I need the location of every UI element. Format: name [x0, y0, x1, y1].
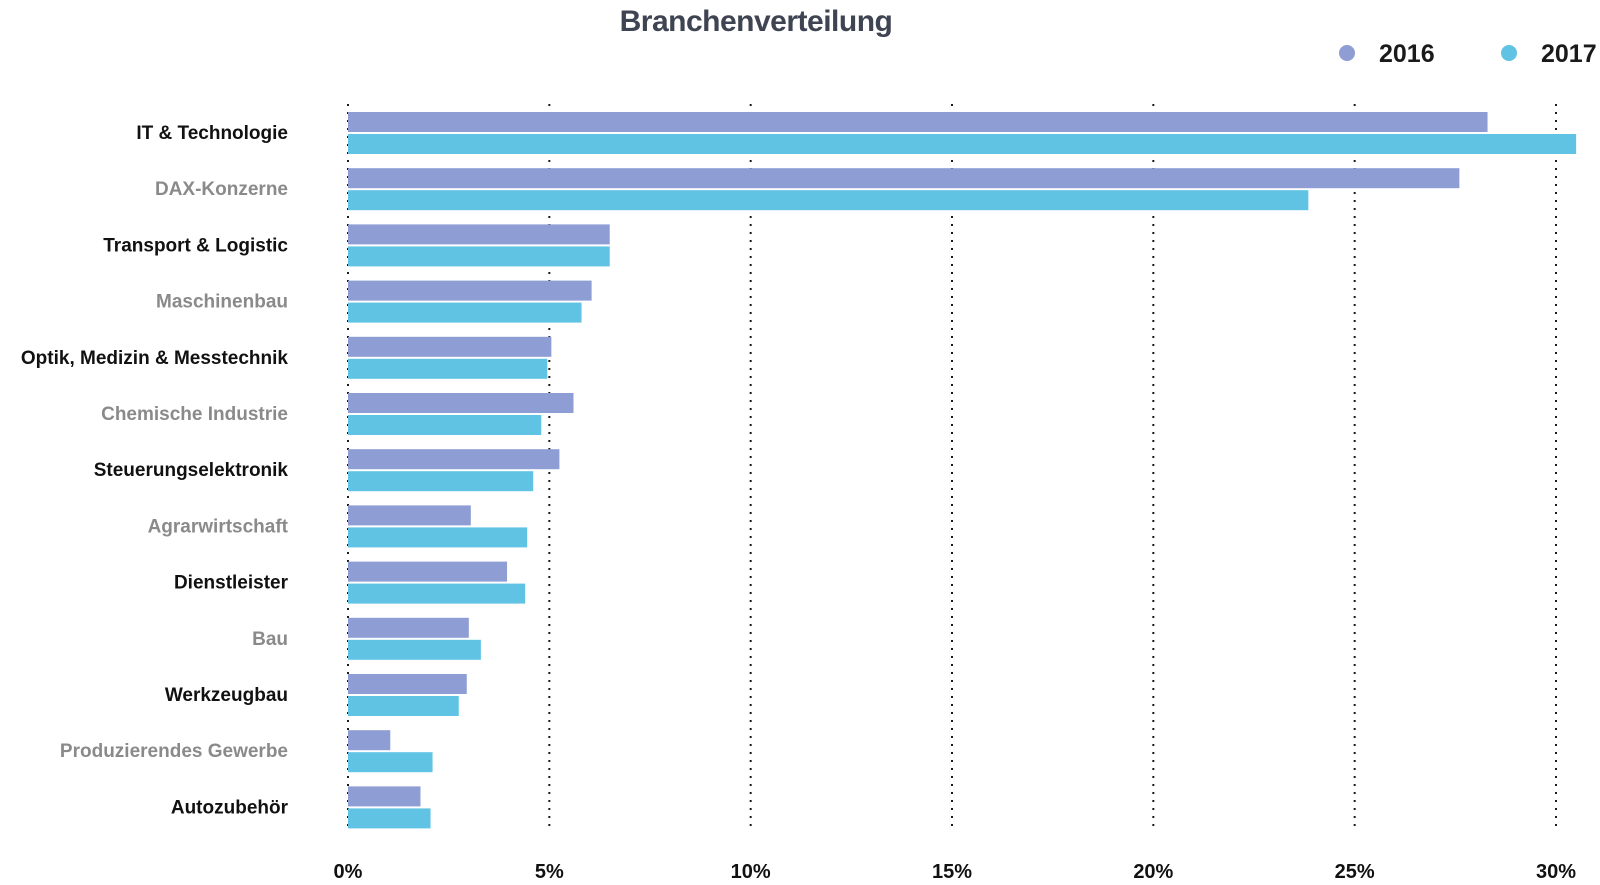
category-labels: IT & Technologie DAX-Konzerne Transport & … — [21, 123, 289, 818]
bar-2017 — [348, 527, 528, 548]
bar-2017 — [348, 696, 459, 716]
legend-marker — [1339, 45, 1355, 61]
x-tick-label: 0% — [334, 861, 363, 883]
bar-2016 — [348, 336, 552, 357]
bars — [348, 112, 1577, 829]
x-axis-tick-labels: 0% 5% 10% 15% 20% 25% 30% — [334, 861, 1577, 883]
category-label: Maschinenbau — [156, 292, 288, 313]
x-tick-label: 5% — [535, 861, 564, 883]
category-label: Transport & Logistic — [103, 235, 288, 256]
category-label: Bau — [252, 629, 288, 650]
bar-2017 — [348, 415, 542, 435]
bar-2016 — [348, 393, 574, 413]
category-label: Produzierendes Gewerbe — [60, 741, 288, 762]
bar-2016 — [348, 112, 1488, 132]
category-label: Werkzeugbau — [165, 685, 288, 706]
bar-2017 — [348, 358, 548, 379]
category-label: DAX-Konzerne — [155, 179, 288, 200]
bar-2016 — [348, 561, 508, 582]
bar-2016 — [348, 224, 610, 245]
bar-2016 — [348, 168, 1460, 189]
category-label: Autozubehör — [171, 797, 289, 818]
x-tick-label: 20% — [1133, 861, 1173, 883]
bar-2016 — [348, 730, 391, 751]
x-tick-label: 10% — [731, 861, 771, 883]
x-tick-label: 15% — [932, 861, 972, 883]
category-label: Optik, Medizin & Messtechnik — [21, 348, 289, 369]
bar-2017 — [348, 190, 1309, 211]
bar-2017 — [348, 302, 582, 323]
category-label: Agrarwirtschaft — [148, 516, 289, 537]
legend: 2016 2017 — [1339, 40, 1597, 68]
x-tick-label: 30% — [1536, 861, 1576, 883]
bar-2016 — [348, 280, 592, 301]
bar-2017 — [348, 808, 431, 829]
legend-label: 2016 — [1379, 40, 1435, 68]
bar-2016 — [348, 674, 467, 694]
bar-2016 — [348, 449, 560, 470]
bar-2017 — [348, 583, 526, 604]
category-label: Chemische Industrie — [101, 404, 288, 425]
bar-2017 — [348, 134, 1577, 154]
bar-2017 — [348, 246, 610, 267]
bar-2016 — [348, 786, 421, 807]
bar-2017 — [348, 639, 481, 660]
legend-label: 2017 — [1541, 40, 1597, 68]
chart-title: Branchenverteilung — [620, 5, 893, 38]
x-tick-label: 25% — [1335, 861, 1375, 883]
bar-2017 — [348, 471, 534, 492]
bar-2017 — [348, 752, 433, 773]
category-label: IT & Technologie — [136, 123, 288, 144]
legend-marker — [1501, 45, 1517, 61]
bar-2016 — [348, 617, 469, 638]
bar-2016 — [348, 505, 471, 526]
category-label: Dienstleister — [174, 573, 289, 594]
category-label: Steuerungselektronik — [94, 460, 289, 481]
